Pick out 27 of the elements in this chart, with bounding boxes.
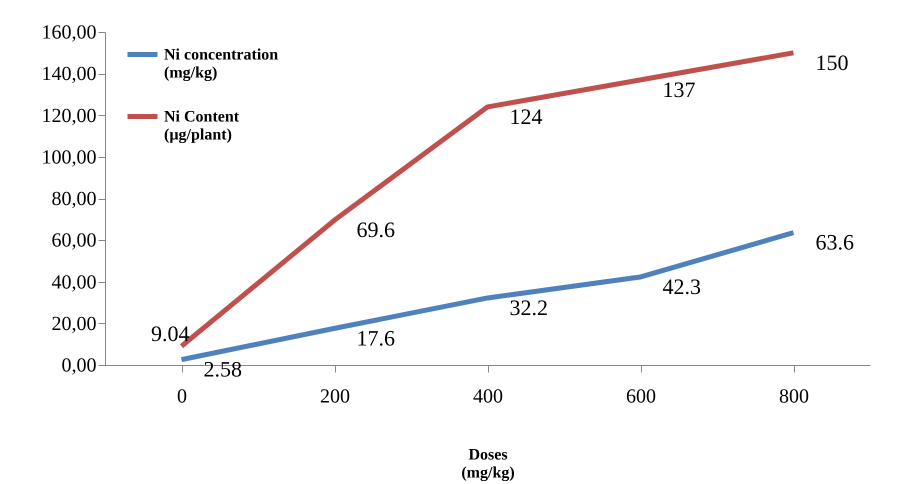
y-tick-label: 100,00 xyxy=(42,146,96,168)
y-tick-label: 20,00 xyxy=(52,312,96,335)
y-tick-label: 60,00 xyxy=(52,230,96,252)
data-label: 42.3 xyxy=(662,274,701,299)
data-label: 124 xyxy=(510,104,542,129)
data-label: 69.6 xyxy=(356,217,395,242)
data-label: 63.6 xyxy=(816,230,854,255)
x-axis-title: Doses (mg/kg) xyxy=(461,446,515,482)
x-tick-label: 200 xyxy=(320,386,350,408)
y-tick-label: 40,00 xyxy=(52,271,96,294)
legend-label: Ni concentration (mg/kg) xyxy=(164,46,278,82)
y-tick-label: 0,00 xyxy=(62,354,96,376)
data-label: 32.2 xyxy=(510,294,548,320)
data-label: 150 xyxy=(816,50,848,75)
x-tick-label: 800 xyxy=(779,386,809,408)
x-tick-label: 400 xyxy=(473,386,503,408)
x-tick-label: 0 xyxy=(177,386,187,408)
data-label: 9.04 xyxy=(151,321,190,346)
y-tick-label: 160,00 xyxy=(42,22,96,44)
y-tick-label: 140,00 xyxy=(42,63,96,86)
data-label: 137 xyxy=(662,76,696,102)
y-tick-label: 120,00 xyxy=(42,104,96,127)
data-label: 2.58 xyxy=(204,356,242,382)
x-tick-label: 600 xyxy=(626,386,656,408)
data-label: 17.6 xyxy=(356,325,395,350)
y-tick-label: 80,00 xyxy=(52,188,96,210)
legend-label: Ni Content (µg/plant) xyxy=(164,108,240,144)
